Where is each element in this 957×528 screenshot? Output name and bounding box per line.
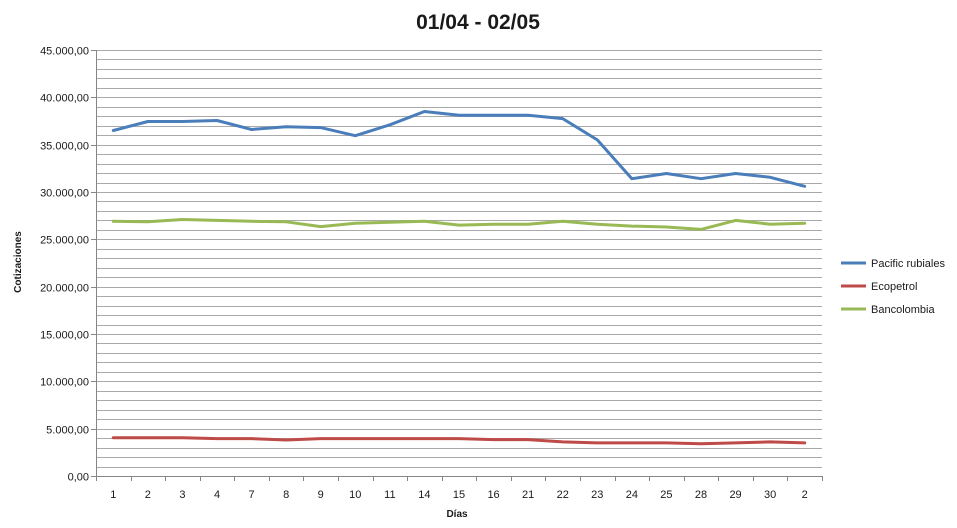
series-line-pacific-rubiales xyxy=(111,110,807,188)
y-tick-label: 25.000,00 xyxy=(40,235,89,247)
x-axis-title: Días xyxy=(446,509,468,520)
x-tick-label: 1 xyxy=(110,489,116,501)
gridlines xyxy=(96,50,822,468)
series-line-bancolombia xyxy=(111,218,807,231)
x-tick-label: 28 xyxy=(695,489,707,501)
y-tick-label: 0,00 xyxy=(68,472,89,484)
y-tick-label: 45.000,00 xyxy=(40,46,89,58)
axes xyxy=(96,50,822,477)
x-tick-label: 4 xyxy=(214,489,220,501)
series-lines xyxy=(111,110,807,446)
x-tick-label: 3 xyxy=(179,489,185,501)
y-tick-label: 35.000,00 xyxy=(40,141,89,153)
x-tick-label: 23 xyxy=(591,489,603,501)
legend-label: Pacific rubiales xyxy=(871,258,945,270)
y-tick-label: 30.000,00 xyxy=(40,188,89,200)
x-tick-label: 25 xyxy=(660,489,672,501)
legend: Pacific rubiales Ecopetrol Bancolombia xyxy=(841,258,945,316)
legend-label: Ecopetrol xyxy=(871,281,917,293)
y-tick-label: 40.000,00 xyxy=(40,93,89,105)
x-tick-label: 11 xyxy=(384,489,395,501)
y-tick-label: 15.000,00 xyxy=(40,330,89,342)
legend-label: Bancolombia xyxy=(871,304,935,316)
x-tick-label: 15 xyxy=(453,489,465,501)
chart-title: 01/04 - 02/05 xyxy=(416,11,540,34)
x-tick-label: 21 xyxy=(522,489,534,501)
x-tick-label: 16 xyxy=(487,489,499,501)
x-tick-label: 2 xyxy=(145,489,151,501)
x-tick-label: 7 xyxy=(249,489,255,501)
y-axis-title: Cotizaciones xyxy=(13,231,24,293)
series-line-ecopetrol xyxy=(111,436,807,446)
x-tick-label: 8 xyxy=(283,489,289,501)
x-tick-label: 9 xyxy=(318,489,324,501)
y-axis-ticks: 0,00 5.000,00 10.000,00 15.000,00 20.000,00 2… xyxy=(40,46,96,484)
x-tick-label: 22 xyxy=(557,489,569,501)
y-tick-label: 10.000,00 xyxy=(40,377,89,389)
x-tick-label: 30 xyxy=(764,489,776,501)
y-tick-label: 5.000,00 xyxy=(46,425,89,437)
y-tick-label: 20.000,00 xyxy=(40,283,89,295)
x-tick-label: 24 xyxy=(626,489,638,501)
x-tick-label: 14 xyxy=(418,489,430,501)
x-axis-ticks: 1 2 3 4 7 8 9 10 11 14 15 16 21 22 23 24 25 28 29 30 2 xyxy=(96,476,823,501)
x-tick-label: 2 xyxy=(802,489,808,501)
x-tick-label: 10 xyxy=(349,489,361,501)
x-tick-label: 29 xyxy=(729,489,741,501)
